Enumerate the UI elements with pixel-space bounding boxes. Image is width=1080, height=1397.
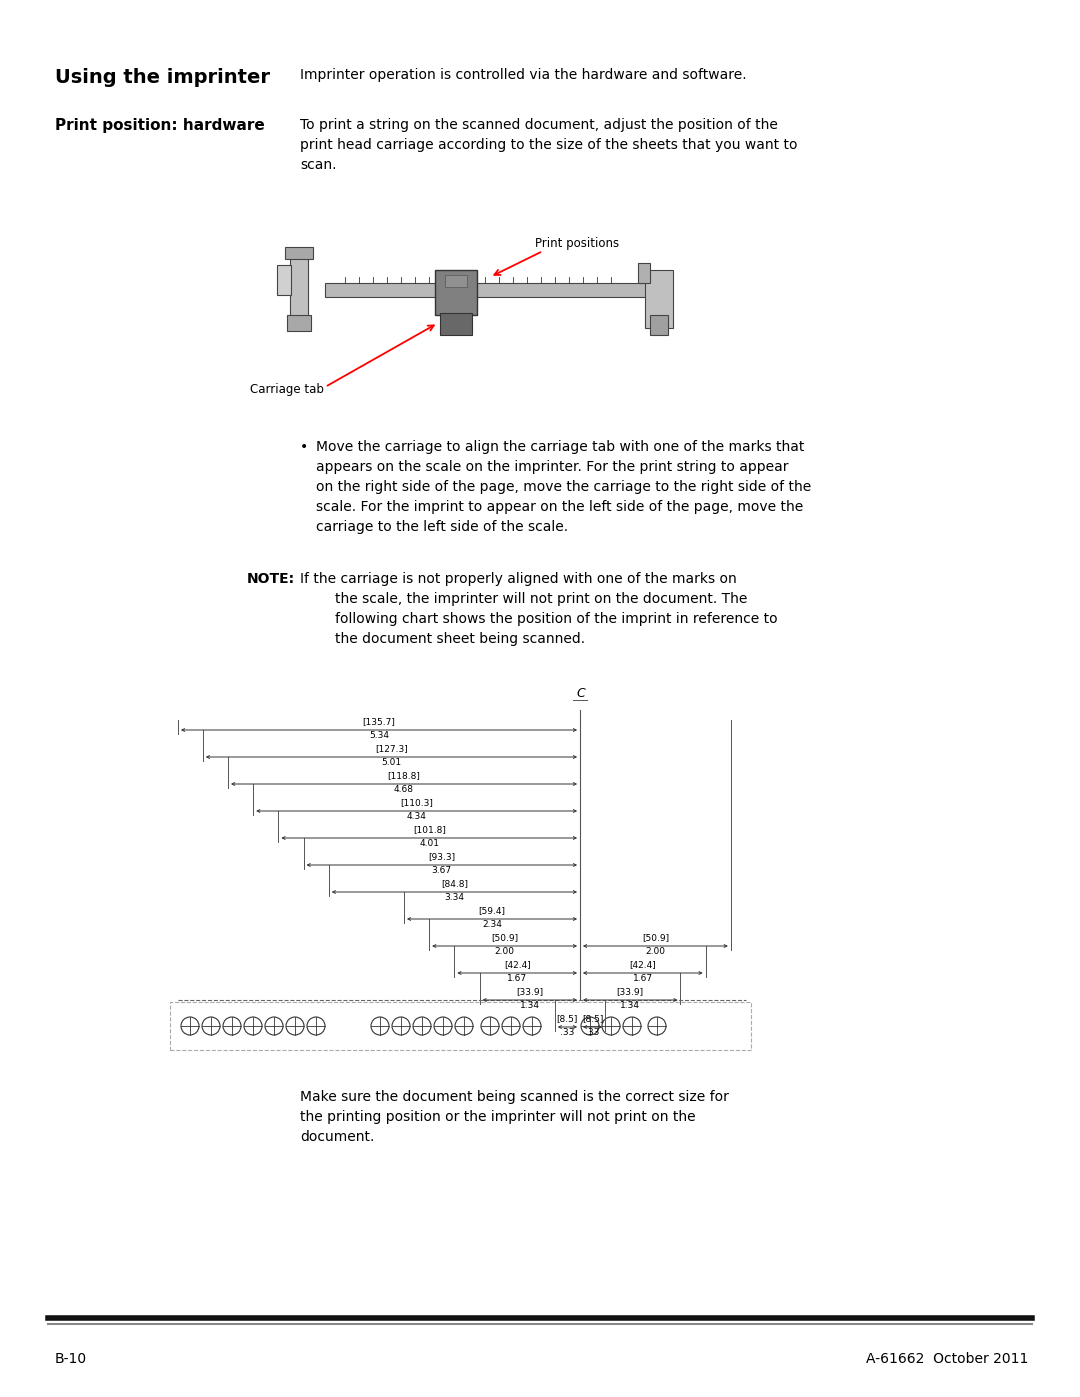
Text: [101.8]: [101.8] — [413, 826, 446, 834]
Text: 4.34: 4.34 — [407, 812, 427, 821]
Bar — [276, 265, 291, 295]
Text: [110.3]: [110.3] — [401, 798, 433, 807]
Text: Carriage tab: Carriage tab — [249, 383, 324, 395]
Bar — [440, 313, 472, 335]
Text: [8.5]: [8.5] — [582, 1014, 604, 1023]
Text: [42.4]: [42.4] — [504, 960, 530, 970]
Text: 2.34: 2.34 — [482, 921, 502, 929]
Text: [8.5]: [8.5] — [556, 1014, 578, 1023]
Text: 2.00: 2.00 — [646, 947, 665, 956]
Text: •: • — [300, 440, 308, 454]
Text: [127.3]: [127.3] — [375, 745, 408, 753]
Text: .33: .33 — [585, 1028, 599, 1037]
Text: [42.4]: [42.4] — [630, 960, 657, 970]
Text: Print positions: Print positions — [535, 237, 619, 250]
Text: Using the imprinter: Using the imprinter — [55, 68, 270, 87]
Text: Imprinter operation is controlled via the hardware and software.: Imprinter operation is controlled via th… — [300, 68, 746, 82]
Text: A-61662  October 2011: A-61662 October 2011 — [866, 1352, 1028, 1366]
Text: 1.67: 1.67 — [633, 974, 653, 983]
Text: [33.9]: [33.9] — [516, 988, 543, 996]
Text: 5.34: 5.34 — [369, 731, 389, 740]
Text: 5.01: 5.01 — [381, 759, 402, 767]
Text: [84.8]: [84.8] — [441, 879, 468, 888]
Text: Move the carriage to align the carriage tab with one of the marks that
appears o: Move the carriage to align the carriage … — [316, 440, 811, 534]
Text: 3.67: 3.67 — [432, 866, 451, 875]
Text: 4.68: 4.68 — [394, 785, 414, 793]
Text: NOTE:: NOTE: — [247, 571, 295, 585]
Bar — [325, 284, 654, 298]
Bar — [435, 270, 477, 314]
Text: .33: .33 — [561, 1028, 575, 1037]
Bar — [445, 275, 467, 286]
Text: 1.34: 1.34 — [620, 1002, 640, 1010]
Text: 3.34: 3.34 — [444, 893, 464, 902]
Text: 1.67: 1.67 — [508, 974, 527, 983]
Text: B-10: B-10 — [55, 1352, 87, 1366]
Bar — [285, 247, 313, 258]
Bar — [645, 270, 673, 328]
Text: Make sure the document being scanned is the correct size for
the printing positi: Make sure the document being scanned is … — [300, 1090, 729, 1144]
Text: 2.00: 2.00 — [495, 947, 514, 956]
Bar — [650, 314, 669, 335]
Text: To print a string on the scanned document, adjust the position of the
print head: To print a string on the scanned documen… — [300, 117, 797, 172]
Text: [33.9]: [33.9] — [617, 988, 644, 996]
Text: 4.01: 4.01 — [419, 840, 440, 848]
Text: [50.9]: [50.9] — [642, 933, 669, 942]
Bar — [291, 253, 308, 319]
Bar — [638, 263, 650, 284]
Text: [135.7]: [135.7] — [363, 717, 395, 726]
Text: [93.3]: [93.3] — [429, 852, 456, 861]
Text: [50.9]: [50.9] — [491, 933, 518, 942]
Text: [59.4]: [59.4] — [478, 907, 505, 915]
Text: If the carriage is not properly aligned with one of the marks on
        the sca: If the carriage is not properly aligned … — [300, 571, 778, 647]
Text: [118.8]: [118.8] — [388, 771, 420, 780]
Text: Print position: hardware: Print position: hardware — [55, 117, 265, 133]
Text: C: C — [577, 687, 585, 700]
Bar — [287, 314, 311, 331]
Bar — [170, 1002, 751, 1051]
Text: 1.34: 1.34 — [519, 1002, 540, 1010]
